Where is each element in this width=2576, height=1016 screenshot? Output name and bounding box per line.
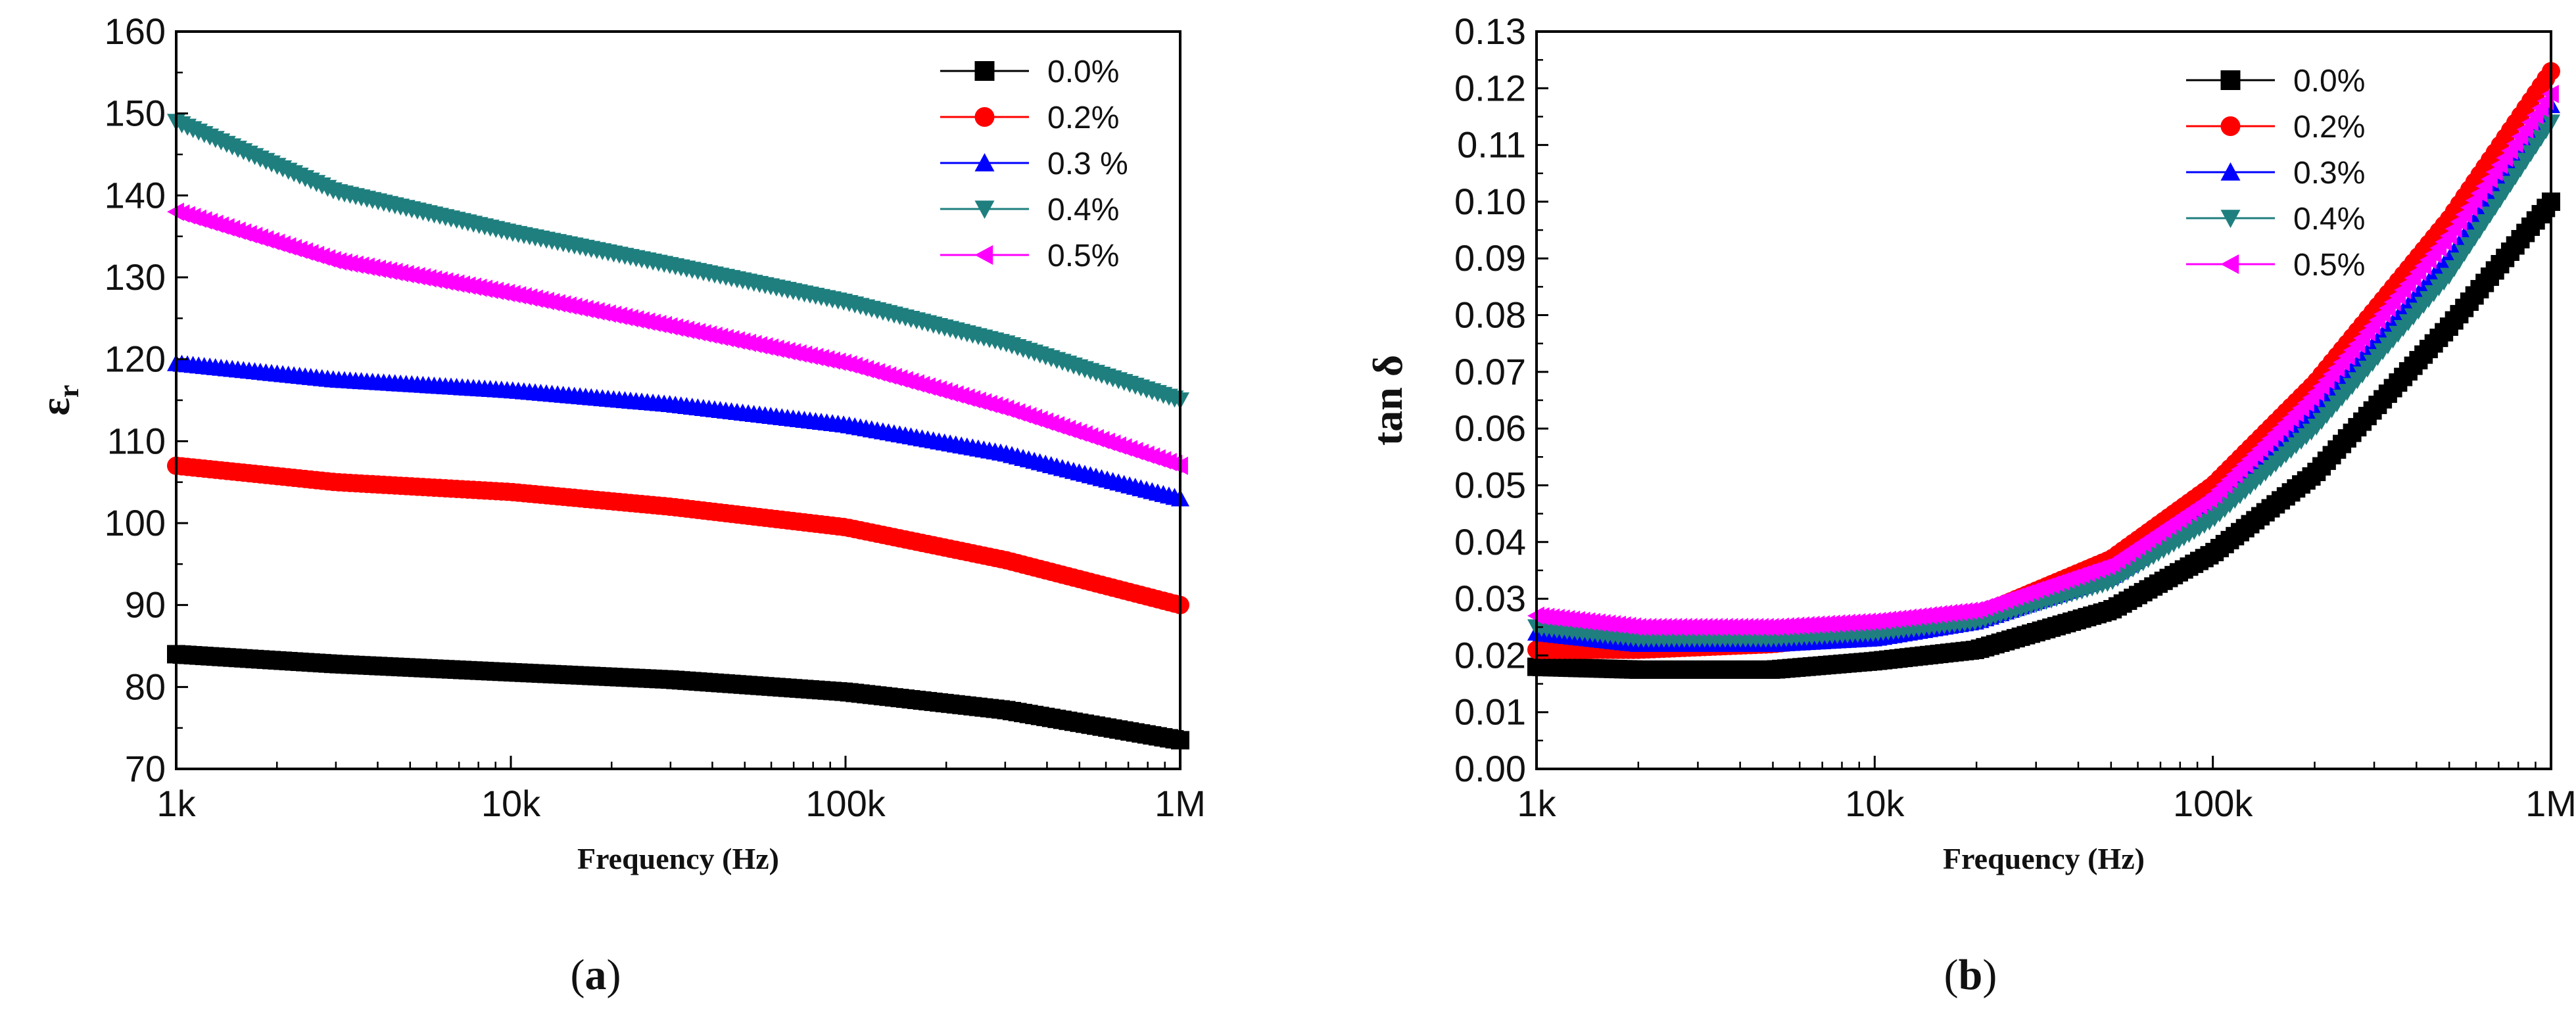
legend: 0.0% 0.2% 0.3 % 0.4% 0.5% xyxy=(940,55,1128,273)
series-00 xyxy=(167,645,1189,750)
legend-entry: 0.0% xyxy=(2186,64,2365,99)
y-axis-title-sub: r xyxy=(53,385,85,398)
legend-label: 0.5% xyxy=(2293,248,2365,283)
caption-letter: a xyxy=(585,951,607,999)
legend-marker xyxy=(974,245,993,265)
x-tick-label: 1M xyxy=(1155,783,1206,824)
legend-marker xyxy=(974,61,995,81)
legend-entry: 0.3% xyxy=(2186,156,2365,191)
y-tick-label: 0.12 xyxy=(1454,67,1526,108)
y-tick-label: 160 xyxy=(105,11,166,52)
x-tick-label: 1k xyxy=(156,783,196,824)
legend-entry: 0.5% xyxy=(2186,248,2365,283)
y-tick-label: 0.03 xyxy=(1454,578,1526,619)
y-tick-label: 0.06 xyxy=(1454,407,1526,449)
y-tick-label: 0.08 xyxy=(1454,294,1526,336)
legend-label: 0.0% xyxy=(2293,64,2365,99)
y-tick-label: 100 xyxy=(105,502,166,543)
legend-label: 0.3 % xyxy=(1047,147,1128,181)
y-tick-label: 0.04 xyxy=(1454,521,1526,563)
plot-frame xyxy=(1535,30,2552,770)
x-tick-label: 100k xyxy=(805,783,886,824)
caption-open-paren: ( xyxy=(571,951,585,999)
y-tick-label: 0.10 xyxy=(1454,181,1526,222)
chart-panel-a: 70 80 90 100 110 120 130 140 150 160 1k 10k 100k 1M Fr… xyxy=(32,11,1206,999)
y-tick-label: 70 xyxy=(125,748,166,789)
caption-letter: b xyxy=(1959,951,1983,999)
y-axis-title: εr xyxy=(32,385,85,416)
legend-marker xyxy=(2220,162,2241,181)
y-tick-label: 150 xyxy=(105,93,166,134)
legend-entry: 0.2% xyxy=(940,101,1119,135)
legend-entry: 0.5% xyxy=(940,239,1119,273)
legend-marker xyxy=(2220,116,2241,136)
legend-label: 0.4% xyxy=(2293,202,2365,237)
x-axis-title: Frequency (Hz) xyxy=(1943,842,2145,875)
y-tick-label: 0.05 xyxy=(1454,464,1526,505)
legend: 0.0% 0.2% 0.3% 0.4% 0.5% xyxy=(2186,64,2365,283)
x-tick-label: 1M xyxy=(2525,783,2576,824)
panel-caption: (a) xyxy=(571,951,621,999)
panel-caption: (b) xyxy=(1944,951,1997,999)
legend-marker xyxy=(2220,70,2241,90)
legend-marker xyxy=(974,153,995,172)
y-tick-label: 140 xyxy=(105,174,166,216)
y-axis-title-main: ε xyxy=(32,398,78,415)
y-tick-label: 0.01 xyxy=(1454,691,1526,733)
x-axis-title: Frequency (Hz) xyxy=(577,842,779,875)
y-tick-label: 0.00 xyxy=(1454,748,1526,789)
legend-entry: 0.3 % xyxy=(940,147,1128,181)
series-05 xyxy=(1527,84,2559,637)
legend-label: 0.2% xyxy=(2293,110,2365,145)
legend-entry: 0.4% xyxy=(940,193,1119,227)
series-02 xyxy=(167,456,1189,614)
x-tick-label: 10k xyxy=(1845,783,1905,824)
legend-entry: 0.4% xyxy=(2186,202,2365,237)
y-tick-label: 110 xyxy=(107,420,166,461)
y-tick-label: 90 xyxy=(125,584,166,626)
y-tick-label: 0.09 xyxy=(1454,237,1526,279)
legend-entry: 0.0% xyxy=(940,55,1119,89)
legend-entry: 0.2% xyxy=(2186,110,2365,145)
x-tick-label: 1k xyxy=(1517,783,1556,824)
legend-marker xyxy=(974,107,995,127)
series-00 xyxy=(1527,192,2560,679)
legend-label: 0.5% xyxy=(1047,239,1119,273)
legend-marker xyxy=(2220,210,2241,228)
y-tick-label: 120 xyxy=(105,338,166,380)
legend-label: 0.3% xyxy=(2293,156,2365,191)
caption-close-paren: ) xyxy=(607,951,621,999)
legend-label: 0.4% xyxy=(1047,193,1119,227)
y-tick-label: 0.13 xyxy=(1454,11,1526,52)
y-tick-label: 0.07 xyxy=(1454,351,1526,392)
y-tick-label: 0.11 xyxy=(1457,124,1526,166)
y-tick-label: 0.02 xyxy=(1454,634,1526,676)
series-03 xyxy=(167,354,1189,507)
chart-panel-b: 0.00 0.01 0.02 0.03 0.04 0.05 0.06 0.07 0.08 0.09… xyxy=(1364,11,2576,999)
y-tick-label: 130 xyxy=(105,256,166,298)
y-axis-title: tan δ xyxy=(1364,355,1411,446)
legend-marker xyxy=(2220,254,2239,274)
legend-marker xyxy=(974,200,995,219)
series-05 xyxy=(167,202,1188,475)
caption-open-paren: ( xyxy=(1944,951,1959,999)
legend-label: 0.0% xyxy=(1047,55,1119,89)
x-tick-label: 100k xyxy=(2173,783,2253,824)
series-04 xyxy=(167,114,1189,409)
legend-label: 0.2% xyxy=(1047,101,1119,135)
y-tick-label: 80 xyxy=(125,666,166,707)
caption-close-paren: ) xyxy=(1982,951,1997,999)
x-tick-label: 10k xyxy=(481,783,541,824)
